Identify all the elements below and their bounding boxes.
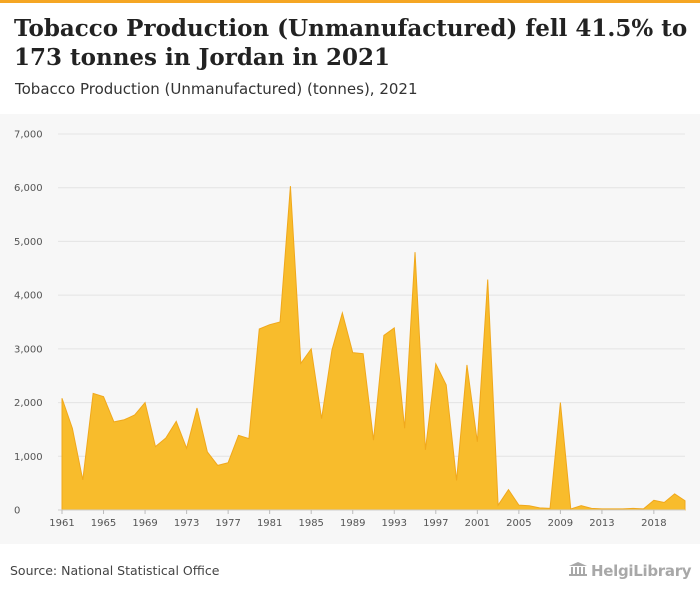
chart-subtitle: Tobacco Production (Unmanufactured) (ton… — [15, 80, 418, 98]
y-tick-label: 3,000 — [14, 344, 43, 355]
x-tick-label: 2005 — [506, 518, 531, 529]
page-title: Tobacco Production (Unmanufactured) fell… — [14, 15, 688, 71]
helgilibrary-logo[interactable]: HelgiLibrary — [568, 561, 692, 581]
x-tick-label: 1977 — [215, 518, 240, 529]
library-building-icon — [568, 561, 588, 581]
x-tick-label: 2009 — [548, 518, 573, 529]
x-tick-label: 1989 — [340, 518, 365, 529]
area-chart: 0 1,000 2,000 3,000 4,000 5,000 6,000 7,000 196… — [14, 130, 686, 529]
x-tick-label: 1981 — [257, 518, 282, 529]
y-tick-label: 6,000 — [14, 183, 43, 194]
source-note: Source: National Statistical Office — [10, 563, 220, 578]
x-tick-label: 1973 — [174, 518, 199, 529]
accent-bar — [0, 0, 700, 3]
area-fill — [61, 186, 686, 511]
x-tick-label: 1985 — [298, 518, 323, 529]
area-series — [61, 186, 686, 511]
y-tick-label: 1,000 — [14, 452, 43, 463]
axes — [58, 509, 685, 514]
x-tick-label: 2018 — [641, 518, 666, 529]
logo-text: HelgiLibrary — [591, 562, 692, 580]
x-tick-label: 1993 — [382, 518, 407, 529]
y-tick-label: 2,000 — [14, 398, 43, 409]
y-tick-label: 5,000 — [14, 237, 43, 248]
x-tick-label: 2013 — [589, 518, 614, 529]
chart-area: 0 1,000 2,000 3,000 4,000 5,000 6,000 7,000 196… — [0, 114, 700, 544]
y-tick-label: 4,000 — [14, 291, 43, 302]
x-axis-labels: 1961 1965 1969 1973 1977 1981 1985 1989 1993 1997… — [49, 518, 666, 529]
x-tick-label: 2001 — [465, 518, 490, 529]
x-tick-label: 1961 — [49, 518, 74, 529]
y-tick-label: 0 — [14, 506, 20, 517]
gridlines — [58, 133, 685, 457]
y-tick-label: 7,000 — [14, 130, 43, 141]
x-tick-label: 1965 — [91, 518, 116, 529]
y-axis-labels: 0 1,000 2,000 3,000 4,000 5,000 6,000 7,000 — [14, 130, 43, 517]
x-tick-label: 1997 — [423, 518, 448, 529]
x-tick-label: 1969 — [132, 518, 157, 529]
